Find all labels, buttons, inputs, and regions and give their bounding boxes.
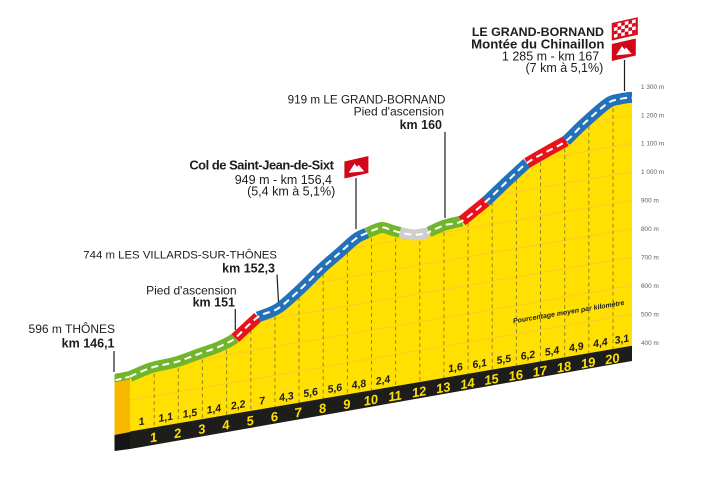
svg-text:4,4: 4,4 <box>591 336 609 350</box>
svg-text:Col de Saint-Jean-de-Sixt: Col de Saint-Jean-de-Sixt <box>189 158 334 173</box>
svg-text:6,2: 6,2 <box>520 349 537 363</box>
svg-text:1 285 m - km 167: 1 285 m - km 167 <box>502 50 599 64</box>
svg-text:2,2: 2,2 <box>229 398 247 412</box>
svg-text:km 160: km 160 <box>400 118 442 132</box>
svg-text:400 m: 400 m <box>641 340 659 347</box>
svg-text:1 300 m: 1 300 m <box>641 84 664 91</box>
svg-text:11: 11 <box>387 387 403 404</box>
svg-text:(7 km à 5,1%): (7 km à 5,1%) <box>525 61 603 75</box>
svg-text:1 000 m: 1 000 m <box>641 169 664 176</box>
svg-text:LE GRAND-BORNAND: LE GRAND-BORNAND <box>472 25 604 39</box>
svg-text:3,1: 3,1 <box>614 332 631 346</box>
svg-text:919 m LE GRAND-BORNAND: 919 m LE GRAND-BORNAND <box>288 94 446 107</box>
svg-text:19: 19 <box>580 354 598 371</box>
svg-text:5,4: 5,4 <box>544 344 561 358</box>
svg-text:5,5: 5,5 <box>496 353 513 367</box>
svg-text:km 146,1: km 146,1 <box>62 337 115 351</box>
svg-text:13: 13 <box>435 379 453 396</box>
svg-text:596 m THÔNES: 596 m THÔNES <box>29 321 115 336</box>
svg-text:7: 7 <box>258 395 267 408</box>
svg-text:9: 9 <box>342 396 352 412</box>
svg-text:5,6: 5,6 <box>302 386 319 400</box>
svg-text:6: 6 <box>269 409 279 425</box>
svg-text:1: 1 <box>138 416 146 429</box>
svg-text:20: 20 <box>603 350 622 368</box>
svg-text:949 m - km 156,4: 949 m - km 156,4 <box>235 173 332 187</box>
svg-text:1: 1 <box>149 429 159 445</box>
svg-text:18: 18 <box>556 358 574 375</box>
svg-text:14: 14 <box>459 375 477 392</box>
svg-text:6,1: 6,1 <box>471 357 488 371</box>
svg-text:(5,4 km à 5,1%): (5,4 km à 5,1%) <box>247 185 335 199</box>
svg-text:600 m: 600 m <box>641 283 659 290</box>
svg-text:12: 12 <box>411 383 429 400</box>
svg-text:900 m: 900 m <box>641 198 659 205</box>
svg-text:2,4: 2,4 <box>374 373 392 387</box>
svg-text:Pied d'ascension: Pied d'ascension <box>354 105 444 119</box>
svg-text:8: 8 <box>318 400 328 416</box>
svg-text:5,6: 5,6 <box>327 382 344 396</box>
svg-text:7: 7 <box>293 404 303 420</box>
svg-text:Montée du Chinaillon: Montée du Chinaillon <box>471 37 604 52</box>
svg-text:10: 10 <box>362 391 380 408</box>
svg-text:700 m: 700 m <box>641 255 659 262</box>
svg-text:2: 2 <box>172 425 183 441</box>
svg-text:16: 16 <box>507 367 525 384</box>
svg-text:Pied d'ascension: Pied d'ascension <box>146 284 236 298</box>
svg-text:4,8: 4,8 <box>350 378 368 392</box>
svg-text:15: 15 <box>483 371 501 388</box>
svg-text:km 152,3: km 152,3 <box>222 262 275 276</box>
svg-text:5: 5 <box>245 413 255 429</box>
svg-text:500 m: 500 m <box>641 311 659 318</box>
svg-text:km 151: km 151 <box>193 296 235 310</box>
svg-text:4,3: 4,3 <box>277 390 295 404</box>
svg-text:1,4: 1,4 <box>206 402 223 416</box>
svg-text:4,9: 4,9 <box>567 340 585 354</box>
svg-text:3: 3 <box>197 421 207 437</box>
svg-text:1,6: 1,6 <box>447 361 464 375</box>
svg-text:1 200 m: 1 200 m <box>641 112 664 119</box>
svg-text:1 100 m: 1 100 m <box>641 141 664 148</box>
svg-text:1,1: 1,1 <box>157 411 174 425</box>
svg-text:1,5: 1,5 <box>182 407 199 421</box>
svg-text:800 m: 800 m <box>641 226 659 233</box>
svg-text:744 m LES VILLARDS-SUR-THÔNES: 744 m LES VILLARDS-SUR-THÔNES <box>83 249 277 262</box>
svg-text:17: 17 <box>531 362 549 379</box>
svg-text:4: 4 <box>220 417 231 433</box>
